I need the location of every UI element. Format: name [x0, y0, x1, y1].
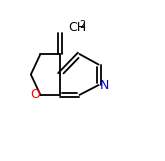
Text: N: N [100, 79, 109, 91]
Text: CH: CH [69, 22, 87, 34]
Text: O: O [30, 88, 40, 101]
Text: 2: 2 [79, 20, 85, 30]
